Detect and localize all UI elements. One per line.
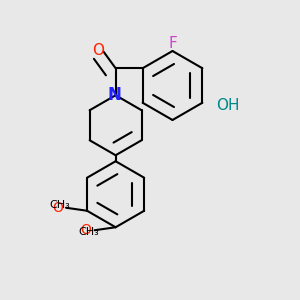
Text: O: O xyxy=(81,223,92,237)
Text: O: O xyxy=(52,201,63,215)
Text: O: O xyxy=(92,43,104,58)
Text: N: N xyxy=(107,86,121,104)
Text: CH₃: CH₃ xyxy=(50,200,70,210)
Text: OH: OH xyxy=(216,98,239,113)
Text: F: F xyxy=(168,36,177,51)
Text: CH₃: CH₃ xyxy=(78,227,99,237)
